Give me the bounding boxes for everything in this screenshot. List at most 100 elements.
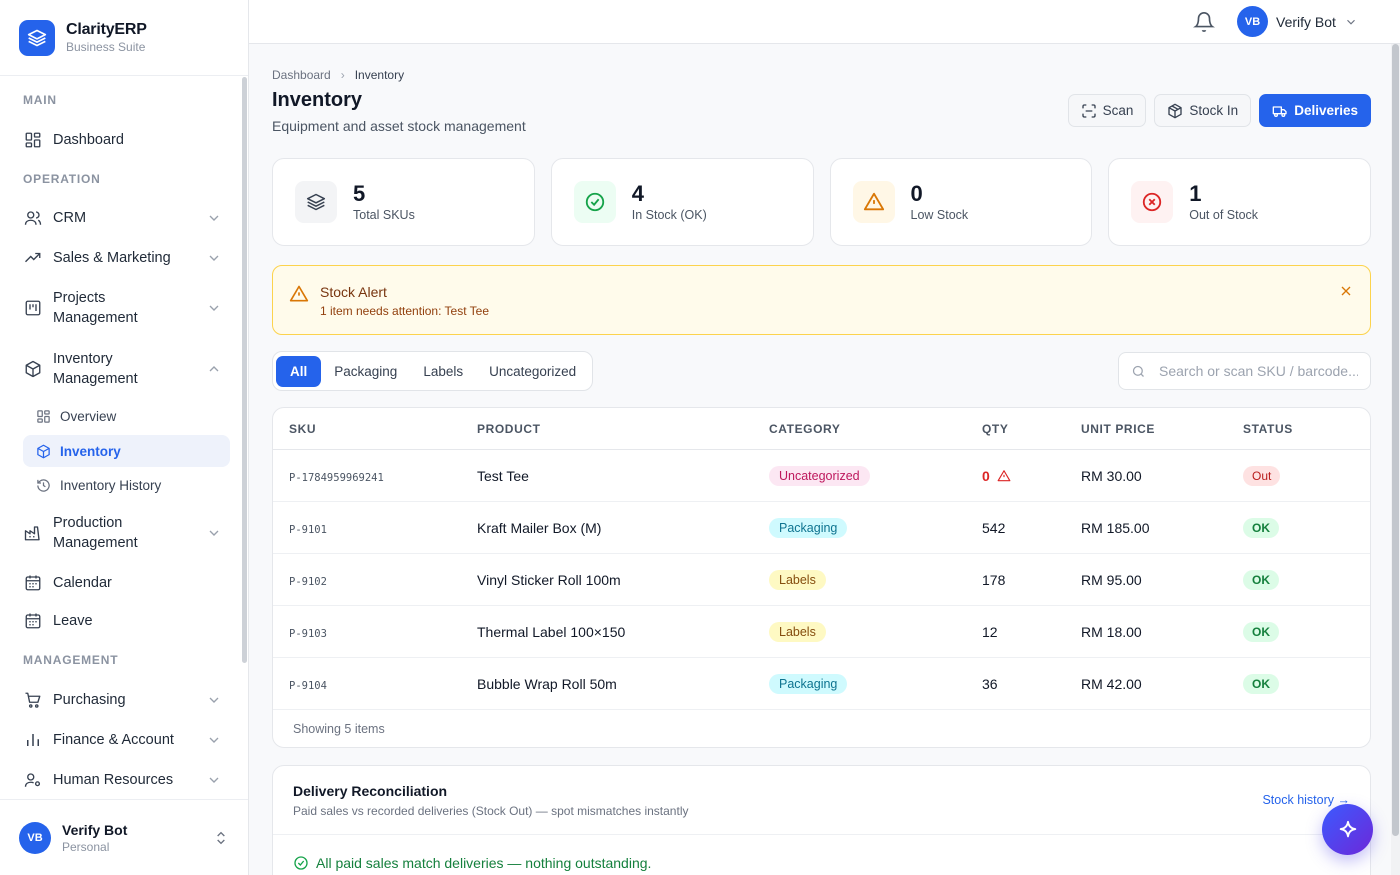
chevron-down-icon bbox=[209, 777, 219, 783]
sidebar-item-dashboard[interactable]: Dashboard bbox=[23, 130, 230, 150]
sidebar-item-label: Production bbox=[53, 515, 123, 531]
sidebar-item-label: Human Resources bbox=[53, 772, 174, 788]
bell-icon[interactable] bbox=[1193, 11, 1215, 33]
user-menu[interactable]: VB Verify Bot bbox=[1237, 6, 1358, 37]
box-icon bbox=[23, 359, 43, 379]
table-row[interactable]: P-9101 Kraft Mailer Box (M) Packaging 54… bbox=[273, 502, 1370, 554]
sku-cell: P-9101 bbox=[289, 523, 327, 536]
stat-label: In Stock (OK) bbox=[631, 208, 707, 222]
col-header-qty[interactable]: QTY bbox=[982, 421, 1009, 436]
col-header-unit-price[interactable]: UNIT PRICE bbox=[1081, 421, 1156, 436]
cart-icon bbox=[23, 690, 43, 710]
search-box bbox=[1118, 352, 1371, 390]
warning-icon bbox=[289, 285, 309, 302]
x-circle-icon bbox=[1131, 181, 1174, 223]
qty-cell: 36 bbox=[982, 675, 998, 692]
stat-value: 5 bbox=[353, 181, 366, 206]
tab-all[interactable]: All bbox=[276, 355, 322, 387]
sidebar-item-finance[interactable]: Finance & Account bbox=[23, 730, 230, 750]
page-actions: Scan Stock In Deliveries bbox=[1067, 94, 1371, 127]
history-icon bbox=[35, 477, 51, 493]
ai-assistant-button[interactable] bbox=[1322, 804, 1373, 855]
layers-logo-icon bbox=[19, 19, 55, 56]
table-row[interactable]: P-9104 Bubble Wrap Roll 50m Packaging 36… bbox=[273, 658, 1370, 710]
chevron-down-icon bbox=[209, 530, 219, 536]
check-circle-icon bbox=[573, 181, 616, 223]
sidebar-item-label: Sales & Marketing bbox=[53, 250, 171, 266]
bar-chart-icon bbox=[23, 730, 43, 750]
user-name: Verify Bot bbox=[1276, 13, 1336, 30]
sidebar-subitem-inventory-history[interactable]: Inventory History bbox=[23, 469, 230, 501]
chevron-down-icon bbox=[209, 255, 219, 261]
brand[interactable]: ClarityERP Business Suite bbox=[0, 0, 248, 76]
chevron-down-icon bbox=[209, 737, 219, 743]
col-header-product[interactable]: PRODUCT bbox=[477, 421, 541, 436]
qty-cell: 542 bbox=[982, 519, 1006, 536]
deliveries-button[interactable]: Deliveries bbox=[1259, 94, 1371, 127]
sku-cell: P-9102 bbox=[289, 575, 327, 588]
category-badge: Labels bbox=[769, 621, 826, 642]
breadcrumb-root[interactable]: Dashboard bbox=[272, 68, 331, 82]
qty-cell: 178 bbox=[982, 571, 1006, 588]
sidebar-item-production[interactable]: Production Management bbox=[23, 513, 230, 553]
sidebar-scrollbar[interactable] bbox=[242, 77, 247, 663]
status-badge: OK bbox=[1243, 673, 1279, 694]
status-badge: OK bbox=[1243, 569, 1279, 590]
recon-status: All paid sales match deliveries — nothin… bbox=[293, 855, 651, 871]
calendar-icon bbox=[23, 573, 43, 593]
search-input[interactable] bbox=[1159, 363, 1358, 379]
category-badge: Uncategorized bbox=[769, 465, 870, 486]
sidebar-item-label: Purchasing bbox=[53, 692, 126, 708]
tab-uncategorized[interactable]: Uncategorized bbox=[489, 363, 577, 379]
stock-history-link[interactable]: Stock history → bbox=[1262, 793, 1350, 807]
stat-value: 4 bbox=[631, 181, 644, 206]
price-cell: RM 42.00 bbox=[1081, 675, 1142, 692]
alert-title: Stock Alert bbox=[320, 284, 387, 300]
topbar: VB Verify Bot bbox=[249, 0, 1400, 44]
stock-in-button[interactable]: Stock In bbox=[1154, 94, 1252, 127]
stats-row: 5 Total SKUs 4 In Stock (OK) 0 Low Stock 1 O… bbox=[272, 158, 1371, 246]
price-cell: RM 185.00 bbox=[1081, 519, 1150, 536]
breadcrumb: Dashboard › Inventory bbox=[272, 68, 404, 82]
stat-card-out-of-stock: 1 Out of Stock bbox=[1108, 158, 1371, 246]
sidebar-item-calendar[interactable]: Calendar bbox=[23, 573, 230, 593]
close-icon[interactable] bbox=[1338, 283, 1354, 299]
sidebar-item-label: Inventory bbox=[53, 351, 113, 367]
product-cell: Bubble Wrap Roll 50m bbox=[477, 675, 617, 692]
price-cell: RM 18.00 bbox=[1081, 623, 1142, 640]
sidebar-item-label: Finance & Account bbox=[53, 732, 174, 748]
tab-packaging[interactable]: Packaging bbox=[334, 363, 398, 379]
sku-cell: P-9103 bbox=[289, 627, 327, 640]
status-badge: OK bbox=[1243, 621, 1279, 642]
table-row[interactable]: P-9102 Vinyl Sticker Roll 100m Labels 17… bbox=[273, 554, 1370, 606]
search-icon bbox=[1132, 365, 1144, 377]
scan-button[interactable]: Scan bbox=[1067, 94, 1147, 127]
sidebar-item-label: Leave bbox=[53, 613, 93, 629]
sidebar-subitem-overview[interactable]: Overview bbox=[23, 400, 230, 432]
sidebar-item-crm[interactable]: CRM bbox=[23, 208, 230, 228]
table-row[interactable]: P-9103 Thermal Label 100×150 Labels 12 R… bbox=[273, 606, 1370, 658]
sidebar-item-sales-marketing[interactable]: Sales & Marketing bbox=[23, 248, 230, 268]
col-header-category[interactable]: CATEGORY bbox=[769, 421, 841, 436]
price-cell: RM 95.00 bbox=[1081, 571, 1142, 588]
col-header-status[interactable]: STATUS bbox=[1243, 421, 1293, 436]
table-row[interactable]: P-1784959969241 Test Tee Uncategorized 0… bbox=[273, 450, 1370, 502]
stock-in-button-label: Stock In bbox=[1189, 103, 1239, 118]
sidebar-user-menu[interactable]: VB Verify Bot Personal bbox=[0, 799, 248, 875]
trending-up-icon bbox=[23, 248, 43, 268]
page-scrollbar[interactable] bbox=[1392, 44, 1399, 836]
status-badge: Out bbox=[1243, 465, 1281, 486]
sidebar-item-inventory-management[interactable]: Inventory Management bbox=[23, 349, 230, 389]
sidebar-item-leave[interactable]: Leave bbox=[23, 611, 230, 631]
stock-alert: Stock Alert 1 item needs attention: Test… bbox=[272, 265, 1371, 335]
tab-labels[interactable]: Labels bbox=[423, 363, 464, 379]
sidebar-item-projects[interactable]: Projects Management bbox=[23, 288, 230, 328]
section-main: MAIN bbox=[23, 93, 57, 107]
sidebar-item-human-resources[interactable]: Human Resources bbox=[23, 770, 230, 790]
col-header-sku[interactable]: SKU bbox=[289, 421, 317, 436]
sidebar-subitem-inventory[interactable]: Inventory bbox=[23, 435, 230, 467]
truck-icon bbox=[1272, 103, 1288, 119]
sidebar-item-purchasing[interactable]: Purchasing bbox=[23, 690, 230, 710]
sidebar-subitem-label: Inventory History bbox=[60, 477, 162, 493]
table-footer: Showing 5 items bbox=[293, 722, 385, 736]
